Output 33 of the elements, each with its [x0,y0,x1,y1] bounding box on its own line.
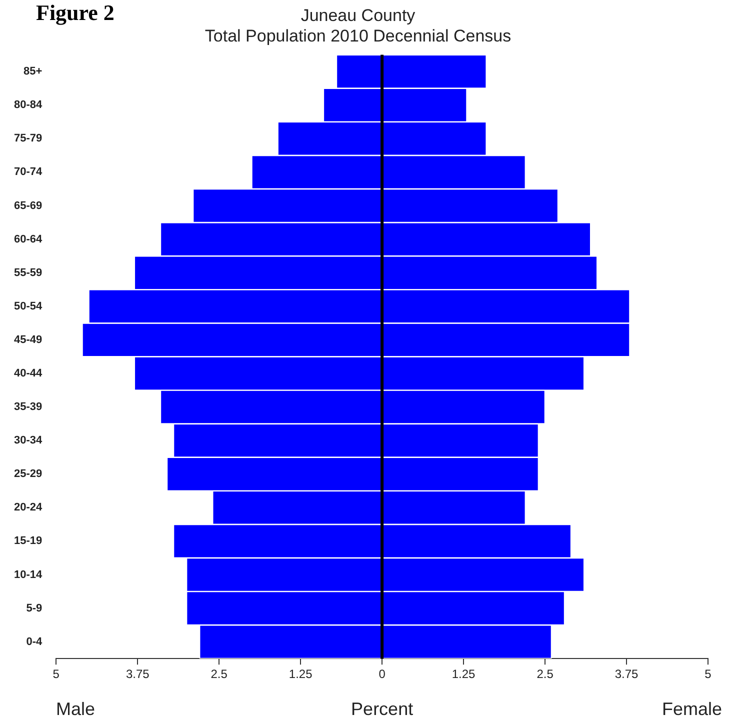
y-tick-label: 15-19 [14,535,42,548]
caption: Figure 2 [36,0,114,25]
y-tick-label: 10-14 [14,568,44,581]
y-tick-label: 55-59 [14,266,42,279]
chart-subtitle: Total Population 2010 Decennial Census [204,26,512,46]
y-tick-label: 85+ [23,66,42,78]
y-tick-label: 50-54 [14,300,44,312]
y-tick-label: 60-64 [14,233,44,246]
chart-title: Juneau County [300,6,416,25]
x-tick-label: 1.25 [288,667,313,682]
text: Male [56,699,96,719]
x-tick-label: 2.5 [536,667,554,682]
y-tick-label: 80-84 [14,99,44,112]
y-tick-label: 35-39 [14,401,42,414]
y-tick-label: 30-34 [14,434,44,447]
x-tick-label: 1.25 [452,667,476,682]
y-tick-label: 25-29 [14,468,42,480]
text: Female [662,699,722,719]
y-tick-label: 65-69 [14,200,42,212]
x-tick-label: 5 [704,667,712,682]
y-tick-label: 45-49 [14,334,42,346]
y-tick-label: 40-44 [14,368,44,380]
x-tick-label: 3.75 [126,667,150,682]
y-tick-label: 0-4 [26,636,44,648]
x-tick-label: 0 [378,667,386,682]
y-tick-label: 70-74 [14,166,44,178]
y-tick-label: 75-79 [14,132,42,145]
x-tick-label: 3.75 [614,667,639,682]
y-tick-label: 20-24 [14,502,44,514]
x-tick-label: 5 [52,667,60,682]
x-tick-label: 2.5 [210,667,228,682]
x-axis-title: Percent [351,699,414,719]
y-tick-label: 5-9 [26,602,42,614]
